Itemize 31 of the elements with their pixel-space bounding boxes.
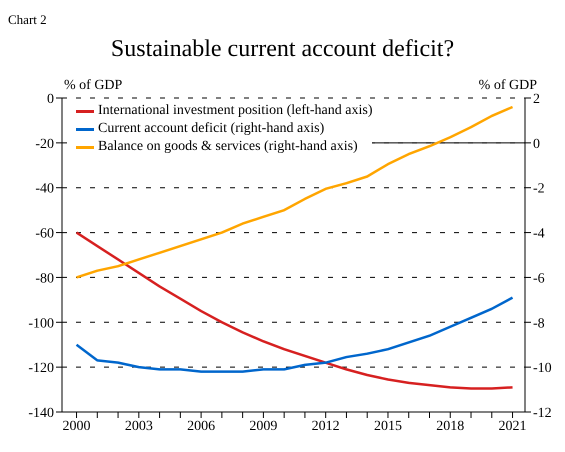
x-tick-label: 2006 (187, 418, 216, 434)
legend-label: Balance on goods & services (right-hand axis) (98, 138, 358, 156)
y-tick-label: 0 (47, 92, 54, 107)
y-tick-label: -80 (35, 271, 54, 286)
y2-axis-title: % of GDP (478, 78, 537, 94)
x-tick-label: 2015 (374, 418, 402, 434)
y2-tick-label: -2 (533, 182, 545, 197)
y2-tick-label: -6 (533, 271, 545, 286)
y-tick-label: -40 (35, 182, 54, 197)
y2-tick-label: 0 (533, 136, 540, 152)
y2-tick-label: -12 (533, 406, 552, 421)
y-tick-label: -60 (35, 226, 54, 242)
x-tick-label: 2021 (498, 418, 527, 434)
y-axis-title: % of GDP (64, 78, 122, 94)
y-tick-label: -20 (35, 136, 54, 152)
y-tick-label: -120 (28, 361, 54, 376)
y2-tick-label: 2 (533, 92, 540, 107)
y2-tick-label: -10 (533, 361, 552, 376)
x-tick-label: 2012 (312, 418, 340, 434)
x-tick-label: 2000 (62, 418, 91, 434)
y2-tick-label: -8 (533, 316, 545, 332)
caption: Chart 2 (8, 12, 47, 28)
y-tick-label: -100 (28, 316, 54, 332)
chart-title: Sustainable current account deficit? (110, 36, 456, 63)
x-tick-label: 2003 (124, 418, 153, 434)
y2-tick-label: -4 (533, 226, 545, 242)
legend-label: Current account deficit (right-hand axis) (98, 120, 324, 138)
x-tick-label: 2009 (249, 418, 278, 434)
y-tick-label: -140 (28, 406, 54, 421)
legend-label: International investment position (left-hand axis) (98, 102, 372, 120)
x-tick-label: 2018 (436, 418, 464, 434)
